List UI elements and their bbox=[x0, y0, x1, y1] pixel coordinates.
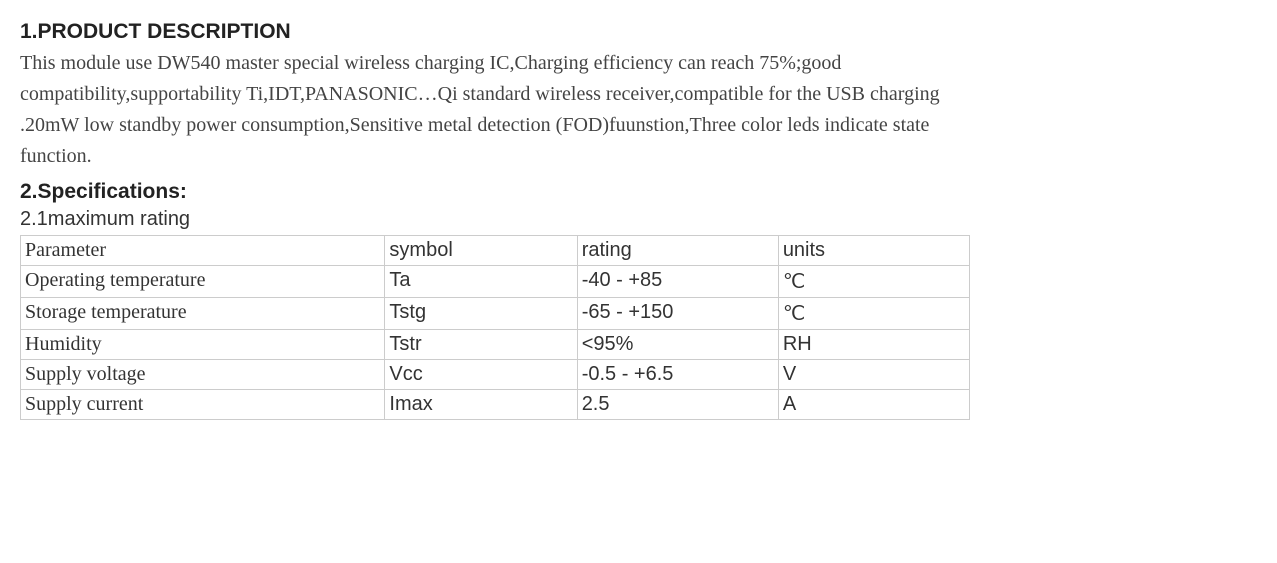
cell-symbol: Imax bbox=[385, 390, 577, 420]
cell-units: V bbox=[778, 360, 969, 390]
cell-symbol: Tstg bbox=[385, 298, 577, 330]
table-row: Supply current Imax 2.5 A bbox=[21, 390, 970, 420]
cell-parameter: Humidity bbox=[21, 330, 385, 360]
col-header-rating: rating bbox=[577, 236, 778, 266]
cell-rating: -40 - +85 bbox=[577, 266, 778, 298]
cell-units: A bbox=[778, 390, 969, 420]
table-row: Humidity Tstr <95% RH bbox=[21, 330, 970, 360]
max-rating-table: Parameter symbol rating units Operating … bbox=[20, 235, 970, 420]
cell-units: ℃ bbox=[778, 266, 969, 298]
section-1-body: This module use DW540 master special wir… bbox=[20, 48, 1000, 172]
cell-parameter: Operating temperature bbox=[21, 266, 385, 298]
cell-rating: -0.5 - +6.5 bbox=[577, 360, 778, 390]
cell-symbol: Vcc bbox=[385, 360, 577, 390]
col-header-units: units bbox=[778, 236, 969, 266]
table-row: Storage temperature Tstg -65 - +150 ℃ bbox=[21, 298, 970, 330]
cell-units: ℃ bbox=[778, 298, 969, 330]
section-1-heading: 1.PRODUCT DESCRIPTION bbox=[20, 20, 1257, 44]
cell-parameter: Storage temperature bbox=[21, 298, 385, 330]
section-2-heading: 2.Specifications: bbox=[20, 180, 1257, 204]
table-row: Supply voltage Vcc -0.5 - +6.5 V bbox=[21, 360, 970, 390]
col-header-symbol: symbol bbox=[385, 236, 577, 266]
cell-symbol: Ta bbox=[385, 266, 577, 298]
cell-rating: 2.5 bbox=[577, 390, 778, 420]
cell-rating: <95% bbox=[577, 330, 778, 360]
col-header-parameter: Parameter bbox=[21, 236, 385, 266]
cell-units: RH bbox=[778, 330, 969, 360]
cell-parameter: Supply current bbox=[21, 390, 385, 420]
section-2-subheading: 2.1maximum rating bbox=[20, 208, 1257, 231]
cell-parameter: Supply voltage bbox=[21, 360, 385, 390]
cell-symbol: Tstr bbox=[385, 330, 577, 360]
cell-rating: -65 - +150 bbox=[577, 298, 778, 330]
table-row: Operating temperature Ta -40 - +85 ℃ bbox=[21, 266, 970, 298]
table-header-row: Parameter symbol rating units bbox=[21, 236, 970, 266]
